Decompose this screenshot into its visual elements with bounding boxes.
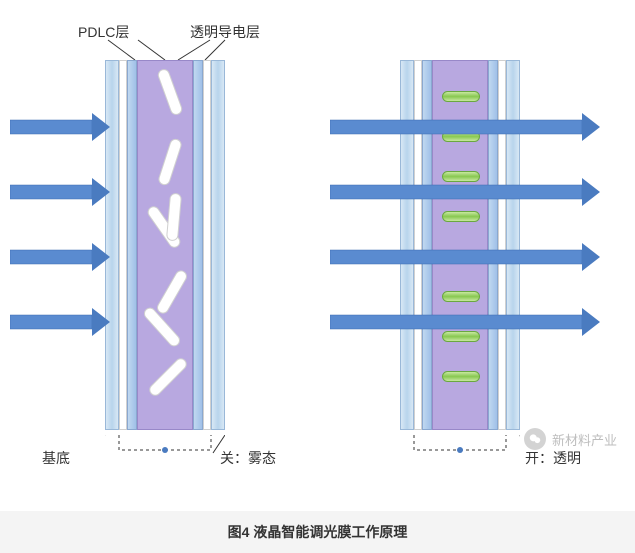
pdlc-off (137, 60, 193, 430)
arrow-incoming-off (10, 178, 110, 206)
molecule-on (442, 291, 480, 302)
bracket-off (105, 435, 225, 465)
arrow-incoming-off (10, 308, 110, 336)
bracket-on (400, 435, 520, 465)
film-off-state (105, 60, 225, 430)
label-substrate: 基底 (42, 448, 70, 468)
molecule-off (157, 137, 183, 186)
arrow-through-on (330, 113, 600, 141)
label-state-off: 关：雾态 (220, 448, 276, 468)
molecule-on (442, 211, 480, 222)
arrow-through-on (330, 308, 600, 336)
arrow-through-on (330, 243, 600, 271)
arrow-incoming-off (10, 243, 110, 271)
label-state-on: 开：透明 (525, 448, 581, 468)
diagram-canvas: PDLC层 透明导电层 (0, 0, 635, 505)
molecule-off (156, 67, 184, 116)
molecule-off (155, 268, 189, 316)
molecule-on (442, 91, 480, 102)
watermark: 新材料产业 (524, 428, 617, 450)
molecule-off (166, 193, 182, 242)
leader-lines-top (0, 0, 635, 60)
molecule-off (147, 356, 189, 398)
figure-caption: 图4 液晶智能调光膜工作原理 (228, 522, 408, 542)
arrow-incoming-off (10, 113, 110, 141)
arrow-through-on (330, 178, 600, 206)
caption-bar: 图4 液晶智能调光膜工作原理 (0, 505, 635, 553)
molecule-on (442, 371, 480, 382)
watermark-text: 新材料产业 (552, 430, 617, 449)
wechat-icon (524, 428, 546, 450)
